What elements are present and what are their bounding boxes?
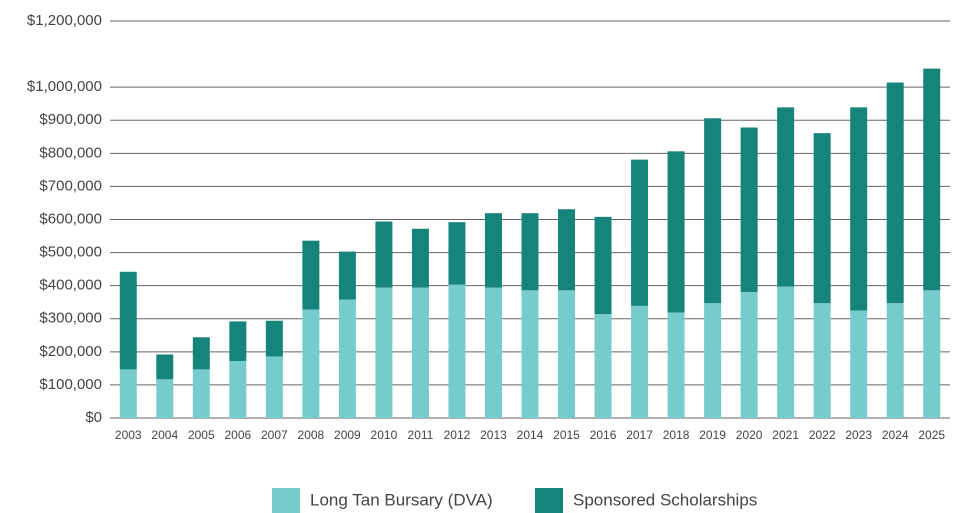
bar-segment <box>448 222 466 285</box>
bar-segment <box>265 356 283 418</box>
bar-segment <box>740 127 758 292</box>
x-tick-label: 2006 <box>224 428 251 442</box>
x-tick-label: 2025 <box>918 428 945 442</box>
bar-segment <box>119 369 137 418</box>
bar-segment <box>558 209 576 291</box>
bar-segment <box>740 291 758 418</box>
bar-segment <box>594 314 612 418</box>
x-tick-label: 2011 <box>408 428 434 442</box>
bar-segment <box>813 303 831 418</box>
bar-segment <box>777 107 795 287</box>
bar-segment <box>923 68 941 291</box>
bar-segment <box>302 309 320 418</box>
bar-segment <box>448 284 466 418</box>
x-tick-label: 2012 <box>444 428 471 442</box>
bar-segment <box>558 290 576 418</box>
x-tick-label: 2017 <box>626 428 653 442</box>
bar-segment <box>265 320 283 357</box>
bar-segment <box>375 287 393 418</box>
bar-segment <box>411 228 429 288</box>
bar-segment <box>338 251 356 300</box>
bar-segment <box>229 321 247 362</box>
x-tick-label: 2005 <box>188 428 215 442</box>
bar-segment <box>704 303 722 418</box>
bar-segment <box>594 216 612 315</box>
y-tick-label: $700,000 <box>39 177 102 194</box>
bar-segment <box>886 303 904 418</box>
y-tick-label: $800,000 <box>39 144 102 161</box>
bar-segment <box>850 310 868 418</box>
bar-segment <box>521 213 539 291</box>
bar-segment <box>813 133 831 304</box>
bar-segment <box>375 221 393 288</box>
bar-segment <box>192 337 210 370</box>
legend-label: Long Tan Bursary (DVA) <box>310 490 493 509</box>
x-tick-label: 2020 <box>736 428 763 442</box>
bar-segment <box>229 361 247 418</box>
bar-segment <box>302 240 320 310</box>
x-tick-label: 2007 <box>261 428 288 442</box>
legend-swatch <box>535 488 563 513</box>
bar-segment <box>631 159 649 306</box>
x-tick-label: 2023 <box>845 428 872 442</box>
x-tick-label: 2014 <box>517 428 544 442</box>
bar-segment <box>119 271 137 370</box>
x-tick-label: 2021 <box>772 428 799 442</box>
bar-segment <box>886 82 904 304</box>
y-tick-label: $0 <box>85 409 102 426</box>
bar-segment <box>850 107 868 311</box>
y-tick-label: $600,000 <box>39 210 102 227</box>
x-tick-label: 2019 <box>699 428 726 442</box>
x-tick-label: 2013 <box>480 428 507 442</box>
x-tick-label: 2010 <box>371 428 398 442</box>
x-tick-label: 2009 <box>334 428 361 442</box>
bar-segment <box>484 213 502 288</box>
x-tick-label: 2015 <box>553 428 580 442</box>
x-tick-label: 2018 <box>663 428 690 442</box>
y-tick-label: $200,000 <box>39 343 102 360</box>
x-tick-label: 2008 <box>298 428 325 442</box>
x-tick-label: 2024 <box>882 428 909 442</box>
legend-swatch <box>272 488 300 513</box>
y-tick-label: $1,000,000 <box>27 78 102 95</box>
y-tick-label: $900,000 <box>39 111 102 128</box>
y-tick-label: $300,000 <box>39 310 102 327</box>
bar-segment <box>411 287 429 418</box>
x-tick-label: 2016 <box>590 428 617 442</box>
y-tick-label: $400,000 <box>39 277 102 294</box>
y-tick-label: $500,000 <box>39 244 102 261</box>
bar-segment <box>667 312 685 418</box>
y-tick-label: $1,200,000 <box>27 12 102 29</box>
bar-segment <box>156 354 174 380</box>
bar-segment <box>192 369 210 418</box>
bar-segment <box>631 305 649 418</box>
x-tick-label: 2004 <box>151 428 178 442</box>
x-tick-label: 2022 <box>809 428 836 442</box>
bar-segment <box>521 290 539 418</box>
legend-label: Sponsored Scholarships <box>573 490 757 509</box>
bar-segment <box>923 290 941 418</box>
bar-segment <box>704 118 722 304</box>
bar-segment <box>156 379 174 418</box>
bar-segment <box>777 286 795 418</box>
bar-segment <box>484 287 502 418</box>
y-tick-label: $100,000 <box>39 376 102 393</box>
bar-segment <box>338 299 356 418</box>
bar-segment <box>667 151 685 313</box>
x-tick-label: 2003 <box>115 428 142 442</box>
